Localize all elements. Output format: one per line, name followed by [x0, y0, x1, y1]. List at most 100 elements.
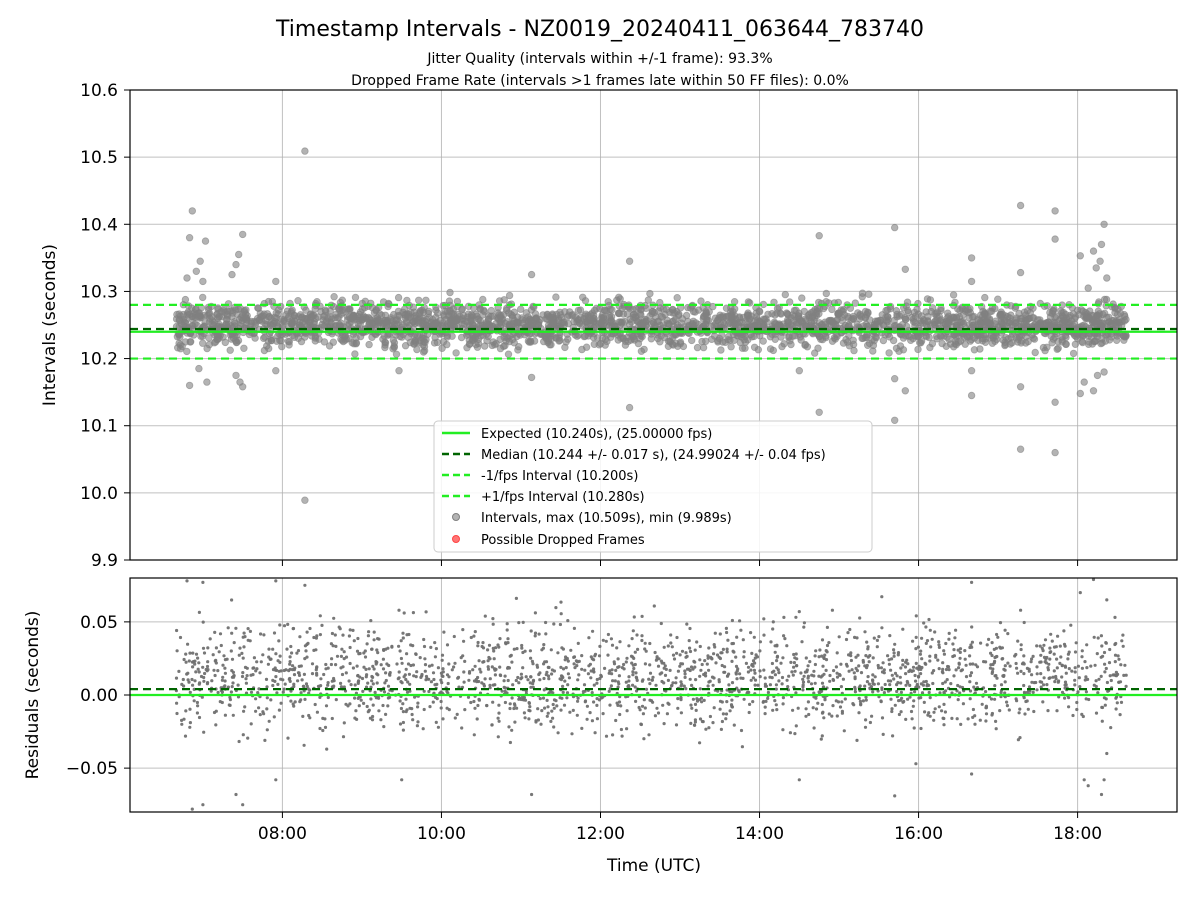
interval-point [998, 709, 1002, 713]
interval-point [510, 696, 514, 700]
interval-point [635, 633, 639, 637]
interval-point [1029, 660, 1033, 664]
interval-point [718, 632, 722, 636]
interval-point [835, 671, 839, 675]
interval-point [857, 664, 861, 668]
outlier-point [970, 772, 974, 776]
interval-point [863, 630, 867, 634]
interval-point [243, 705, 247, 709]
interval-point [321, 306, 329, 314]
interval-point [919, 649, 923, 653]
interval-point [775, 708, 779, 712]
interval-point [958, 656, 962, 660]
interval-point [932, 710, 936, 714]
interval-point [702, 337, 710, 345]
interval-point [351, 628, 355, 633]
interval-point [340, 672, 345, 677]
interval-point [653, 714, 658, 718]
interval-point [742, 655, 746, 659]
interval-point [580, 654, 584, 658]
interval-point [690, 706, 694, 710]
interval-point [679, 711, 684, 715]
interval-point [956, 683, 960, 688]
interval-point [515, 647, 519, 651]
interval-point [371, 703, 375, 707]
interval-point [561, 690, 565, 695]
interval-point [272, 715, 276, 719]
interval-point [306, 310, 315, 318]
interval-point [572, 662, 576, 666]
interval-point [265, 728, 269, 732]
interval-point [381, 667, 386, 671]
interval-point [488, 312, 497, 320]
interval-point [297, 673, 302, 678]
outlier-point [967, 254, 976, 262]
interval-point [182, 657, 186, 662]
interval-point [1095, 310, 1104, 318]
interval-point [561, 647, 566, 651]
interval-point [1041, 700, 1045, 704]
interval-point [952, 648, 956, 652]
interval-point [852, 703, 856, 707]
interval-point [968, 654, 972, 658]
interval-point [951, 642, 955, 646]
outlier-point [967, 367, 976, 375]
interval-point [1057, 695, 1061, 699]
interval-point [245, 674, 249, 678]
interval-point [680, 682, 684, 686]
interval-point [725, 674, 730, 678]
interval-point [305, 655, 309, 659]
interval-point [261, 653, 265, 657]
interval-point [1047, 662, 1051, 666]
interval-point [1060, 675, 1064, 679]
interval-point [834, 699, 838, 703]
interval-point [339, 681, 343, 686]
interval-point [791, 708, 795, 712]
interval-point [541, 696, 546, 700]
interval-point [905, 658, 909, 662]
interval-point [656, 664, 661, 668]
interval-point [590, 691, 594, 695]
interval-point [813, 681, 817, 685]
interval-point [551, 702, 555, 707]
interval-point [1031, 690, 1035, 695]
interval-point [742, 697, 746, 701]
interval-point [480, 307, 489, 316]
interval-point [712, 706, 716, 710]
interval-point [831, 704, 835, 708]
interval-point [396, 677, 400, 681]
interval-point [505, 291, 514, 300]
interval-point [546, 665, 550, 670]
interval-point [533, 634, 537, 638]
interval-point [238, 317, 247, 325]
interval-point [734, 664, 739, 669]
interval-point [545, 698, 549, 703]
interval-point [801, 685, 805, 689]
interval-point [956, 648, 960, 652]
interval-point [892, 651, 896, 655]
interval-point [1027, 667, 1031, 671]
interval-point [921, 683, 926, 687]
interval-point [1115, 701, 1119, 705]
interval-point [276, 682, 280, 687]
interval-point [413, 695, 417, 699]
interval-point [406, 680, 410, 684]
interval-point [774, 683, 779, 687]
interval-point [559, 674, 564, 678]
interval-point [710, 657, 714, 661]
interval-point [662, 645, 666, 649]
interval-point [411, 718, 415, 722]
interval-point [725, 700, 729, 704]
interval-point [904, 672, 908, 676]
interval-point [434, 720, 438, 725]
interval-point [422, 296, 430, 304]
interval-point [741, 638, 745, 642]
interval-point [367, 708, 371, 712]
outlier-point [1091, 578, 1096, 582]
interval-point [724, 712, 729, 716]
interval-point [188, 725, 192, 729]
interval-point [631, 673, 635, 677]
interval-point [221, 308, 229, 317]
interval-point [1114, 707, 1118, 711]
